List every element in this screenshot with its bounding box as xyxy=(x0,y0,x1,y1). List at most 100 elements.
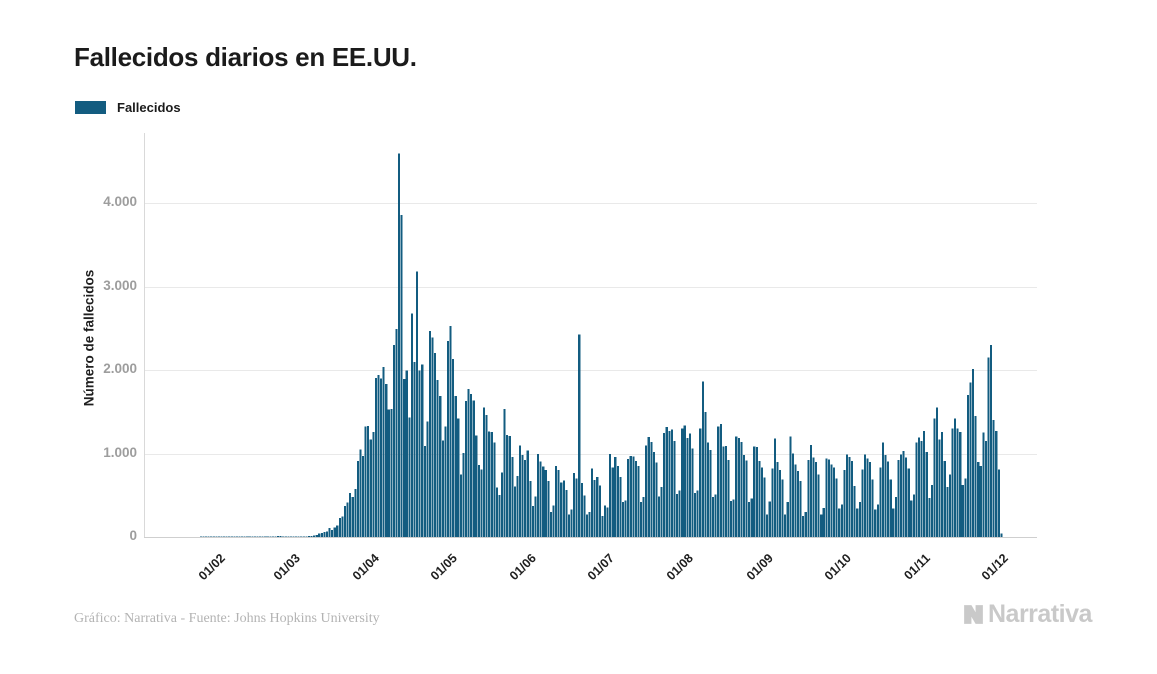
bar xyxy=(930,485,933,537)
bar xyxy=(369,439,372,537)
bar xyxy=(786,501,789,537)
bar xyxy=(343,505,347,537)
bar xyxy=(390,408,393,537)
bar xyxy=(459,474,462,538)
bar xyxy=(557,469,560,537)
bar xyxy=(923,430,926,537)
bar xyxy=(300,536,303,537)
bar xyxy=(776,461,779,537)
bar xyxy=(467,389,470,537)
bar xyxy=(840,504,843,538)
bar xyxy=(578,334,581,537)
bar xyxy=(524,460,527,537)
bar xyxy=(454,396,457,537)
bar xyxy=(634,461,637,537)
bar xyxy=(444,426,447,537)
bar xyxy=(341,516,344,537)
bar xyxy=(655,462,658,537)
bar xyxy=(874,509,877,537)
bar xyxy=(941,431,944,537)
bar xyxy=(588,511,591,537)
bar xyxy=(534,496,537,537)
bar xyxy=(277,536,280,537)
bar xyxy=(542,466,545,537)
bar xyxy=(217,536,220,537)
bar xyxy=(910,500,913,537)
bar xyxy=(853,486,856,537)
bar xyxy=(426,421,429,537)
bar xyxy=(856,508,859,537)
bar xyxy=(637,466,640,537)
bar xyxy=(470,393,473,537)
bar xyxy=(678,490,681,537)
bar xyxy=(199,536,202,537)
bar xyxy=(207,536,210,537)
bar xyxy=(827,459,830,538)
bar xyxy=(848,456,851,537)
bar xyxy=(537,454,540,537)
bar xyxy=(645,445,648,537)
bar xyxy=(392,345,395,537)
bar xyxy=(987,357,990,538)
bar xyxy=(740,442,743,537)
bar xyxy=(289,536,293,537)
bar xyxy=(629,455,632,537)
bar xyxy=(902,451,905,538)
bar xyxy=(781,479,784,537)
bar xyxy=(361,456,365,537)
bar xyxy=(271,536,274,537)
bar xyxy=(336,525,339,537)
bar xyxy=(354,489,357,537)
bar xyxy=(457,418,460,537)
bar xyxy=(210,536,213,537)
bar xyxy=(956,428,959,537)
y-tick-label: 4.000 xyxy=(103,194,137,209)
bar xyxy=(737,438,740,537)
bar xyxy=(964,478,967,537)
bar xyxy=(318,533,321,537)
bar xyxy=(269,536,272,537)
bar xyxy=(966,395,969,537)
bar xyxy=(235,536,238,537)
bar xyxy=(892,508,895,537)
bar xyxy=(879,467,882,537)
bar xyxy=(619,477,622,537)
bar xyxy=(382,367,385,537)
bar xyxy=(398,153,401,537)
bar xyxy=(364,426,367,537)
bar xyxy=(408,417,411,537)
bar xyxy=(246,536,249,537)
bar xyxy=(331,529,334,537)
bar xyxy=(323,532,326,537)
bar xyxy=(297,536,300,537)
bar xyxy=(611,467,614,537)
bar xyxy=(992,420,995,537)
bar xyxy=(686,438,689,537)
bar xyxy=(462,452,465,537)
bar xyxy=(899,454,903,537)
bar xyxy=(333,527,336,537)
bar xyxy=(416,271,419,537)
bar xyxy=(575,478,578,537)
legend-label: Fallecidos xyxy=(117,100,181,115)
bar xyxy=(264,536,267,537)
bar xyxy=(475,435,478,537)
bar xyxy=(596,477,599,537)
bar xyxy=(961,485,964,537)
bar xyxy=(933,418,936,537)
bar xyxy=(215,536,218,537)
bar xyxy=(768,501,771,537)
bar xyxy=(717,426,720,537)
bar xyxy=(730,501,733,538)
bar xyxy=(233,536,236,537)
bar xyxy=(621,501,625,537)
bar xyxy=(248,536,251,537)
bar xyxy=(784,514,787,537)
bar xyxy=(616,466,619,537)
bar xyxy=(642,497,645,537)
bar xyxy=(228,536,231,537)
bar xyxy=(495,487,498,537)
bar xyxy=(817,474,820,538)
bar xyxy=(439,395,442,537)
bar xyxy=(516,476,519,538)
